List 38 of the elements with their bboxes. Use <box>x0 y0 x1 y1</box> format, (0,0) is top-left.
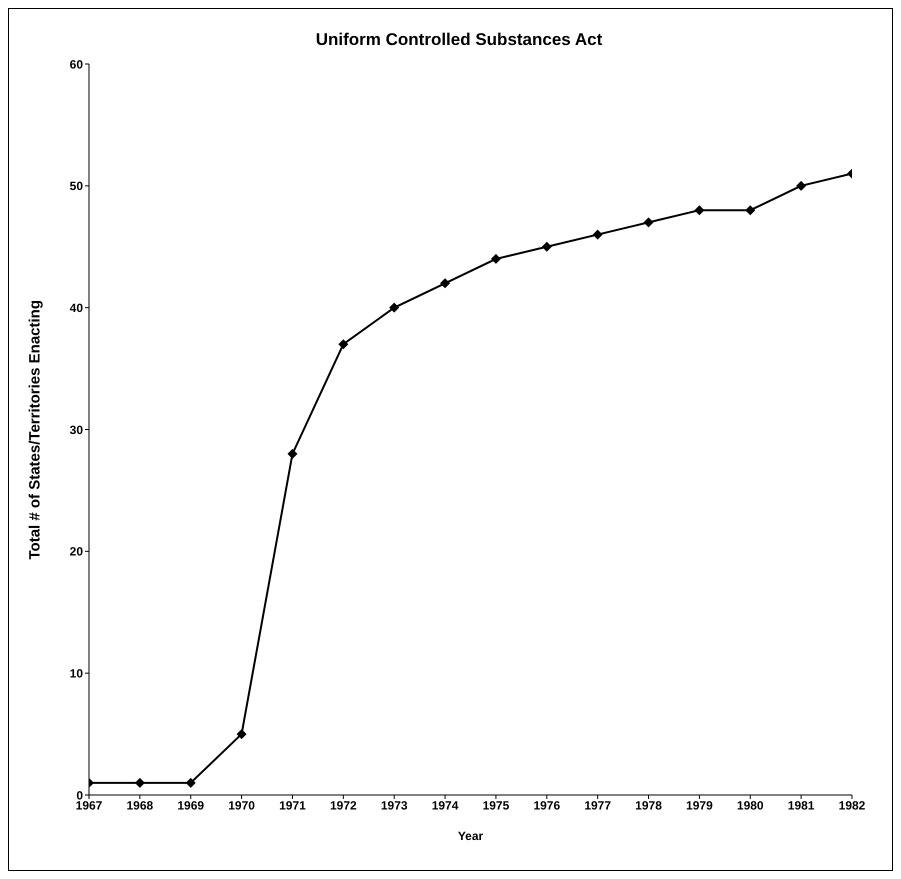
point <box>745 205 756 216</box>
y-tick-label: 20 <box>70 544 84 559</box>
x-tick-label: 1969 <box>177 798 204 813</box>
point <box>440 278 450 288</box>
x-tick-label: 1972 <box>330 798 358 813</box>
point <box>338 339 348 350</box>
point <box>186 778 196 788</box>
x-tick-label: 1976 <box>533 798 560 813</box>
point <box>694 205 704 216</box>
point <box>592 230 603 240</box>
x-tick-label: 1975 <box>482 798 510 813</box>
point <box>236 729 247 740</box>
y-tick-label: 40 <box>70 300 84 315</box>
x-tick-label: 1981 <box>788 798 815 813</box>
y-axis-title: Total # of States/Territories Enacting <box>26 300 44 560</box>
point <box>644 217 654 228</box>
y-tick-label: 30 <box>70 422 84 437</box>
point <box>796 180 806 191</box>
y-tick-label: 10 <box>70 666 84 680</box>
x-tick-label: 1980 <box>736 798 764 813</box>
x-tick-label: 1970 <box>228 798 256 813</box>
chart-title: Uniform Controlled Substances Act <box>316 30 603 49</box>
y-tick-label: 60 <box>70 57 84 72</box>
x-tick-label: 1979 <box>686 798 714 813</box>
x-tick-label: 1968 <box>126 798 154 813</box>
point <box>134 778 145 788</box>
point <box>287 448 298 459</box>
x-tick-label: 1974 <box>432 798 459 813</box>
x-tick-label: 1978 <box>635 798 662 813</box>
x-axis-title: Year <box>458 829 484 843</box>
x-tick-label: 1977 <box>584 798 612 813</box>
point <box>389 302 400 313</box>
x-tick-label: 1973 <box>380 798 408 813</box>
y-tick-label: 50 <box>70 179 84 194</box>
x-tick-label: 1971 <box>279 798 306 813</box>
x-tick-label: 1982 <box>838 798 866 813</box>
point <box>490 254 501 264</box>
point <box>542 242 552 252</box>
